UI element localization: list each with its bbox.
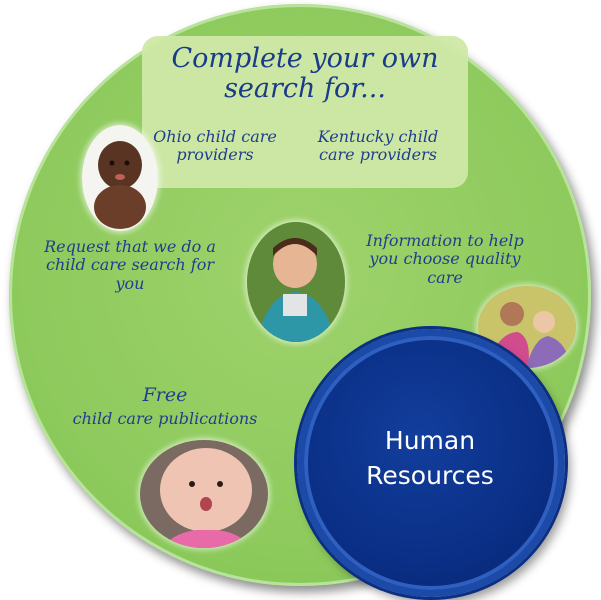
human-resources-button[interactable] — [297, 329, 565, 597]
quality-care-info-link[interactable]: Information to help you choose quality c… — [366, 231, 524, 287]
search-panel — [142, 36, 468, 188]
human-resources-label: Human Resources — [366, 426, 494, 490]
boy-photo — [247, 222, 345, 342]
search-title: Complete your own search for... — [171, 43, 439, 105]
infant-photo — [140, 440, 268, 548]
kentucky-providers-link[interactable]: Kentucky child care providers — [317, 127, 439, 165]
ohio-providers-link[interactable]: Ohio child care providers — [153, 127, 277, 165]
free-label: Free — [142, 384, 188, 406]
request-search-link[interactable]: Request that we do a child care search f… — [44, 237, 216, 293]
baby-photo — [82, 125, 158, 231]
publications-link[interactable]: child care publications — [72, 409, 258, 428]
